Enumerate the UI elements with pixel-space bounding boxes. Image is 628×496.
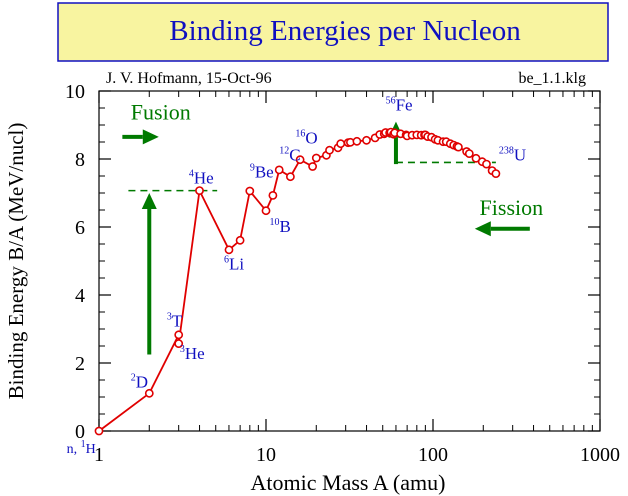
y-tick-label: 6 — [75, 217, 85, 239]
y-tick-label: 8 — [75, 149, 85, 171]
data-point — [336, 139, 346, 149]
nuclide-label: 2D — [131, 372, 148, 391]
nuclide-label: 6Li — [224, 255, 244, 274]
fusion-right-arrow — [122, 129, 159, 145]
nuclide-label: 56Fe — [386, 96, 413, 115]
data-point — [224, 245, 234, 255]
author-line: J. V. Hofmann, 15-Oct-96 — [106, 70, 272, 87]
nuclide-label: 10B — [270, 217, 291, 236]
data-point — [274, 165, 284, 175]
data-point — [325, 145, 334, 155]
nuclide-label: n, 1H — [67, 439, 96, 457]
data-point — [268, 190, 278, 200]
data-series — [94, 127, 501, 436]
fusion-label: Fusion — [131, 100, 191, 125]
fusion-up-arrow-head — [141, 193, 157, 209]
nuclide-label: 9Be — [250, 163, 274, 182]
chart-title: Binding Energies per Nucleon — [169, 15, 521, 47]
y-tick-label: 10 — [65, 81, 85, 103]
data-point — [261, 206, 271, 216]
x-tick-label: 10 — [256, 444, 276, 466]
nuclide-label: 16O — [295, 129, 317, 148]
data-point — [491, 169, 501, 178]
fission-left-arrow-head — [474, 221, 491, 237]
file-label: be_1.1.klg — [518, 70, 586, 87]
fission-left-arrow — [474, 221, 530, 237]
y-tick-label: 4 — [75, 285, 85, 307]
x-tick-label: 100 — [418, 444, 448, 466]
data-point — [174, 339, 184, 348]
data-point — [245, 186, 255, 196]
x-tick-label: 1 — [94, 444, 104, 466]
data-point — [94, 426, 104, 436]
data-point — [311, 153, 321, 163]
data-point — [295, 155, 305, 165]
annotations: Fusion Fission — [122, 100, 543, 355]
y-tick-label: 0 — [75, 421, 85, 443]
data-point — [144, 388, 154, 398]
data-point — [308, 162, 317, 171]
data-point — [174, 330, 184, 340]
title-box — [57, 2, 609, 62]
axis-ticks: 1 10 100 1000 0 2 4 6 8 10 — [65, 81, 620, 466]
fission-label: Fission — [480, 195, 544, 220]
y-tick-label: 2 — [75, 353, 85, 375]
fusion-up-arrow — [141, 193, 157, 355]
series-line — [98, 131, 497, 432]
data-point — [362, 135, 371, 145]
data-point — [235, 235, 245, 245]
data-point — [453, 142, 463, 152]
nuclide-label: 4He — [189, 168, 214, 187]
nuclide-label: 3He — [180, 344, 205, 363]
x-tick-label: 1000 — [580, 444, 620, 466]
data-point — [464, 149, 474, 158]
nuclide-label: 238U — [499, 146, 526, 165]
fusion-right-arrow-head — [142, 129, 159, 145]
data-point — [195, 186, 204, 195]
nuclide-label: 3T — [167, 312, 183, 331]
x-axis-label: Atomic Mass A (amu) — [251, 470, 446, 495]
data-point — [482, 159, 491, 169]
data-point — [285, 172, 295, 182]
nuclide-label: 12C — [279, 146, 300, 165]
y-axis-label: Binding Energy B/A (MeV/nucl) — [4, 123, 28, 400]
data-point — [352, 136, 362, 146]
